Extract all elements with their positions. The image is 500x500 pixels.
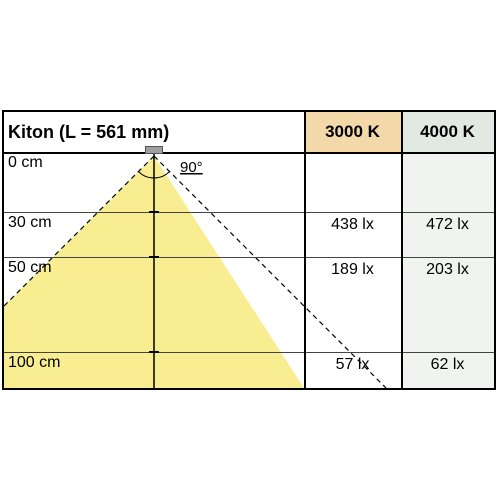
row-label: 0 cm xyxy=(8,154,43,172)
cell: 203 lx xyxy=(401,261,494,279)
row-label: 100 cm xyxy=(8,354,60,372)
light-fixture-icon xyxy=(145,146,163,154)
cell: 472 lx xyxy=(401,216,494,234)
grid-v xyxy=(401,112,403,388)
column-header-4000k: 4000 K xyxy=(401,112,494,152)
axis-tick xyxy=(149,211,159,213)
grid-h xyxy=(4,152,494,154)
grid-v xyxy=(304,112,306,388)
cell: 62 lx xyxy=(401,356,494,374)
svg-text:90°: 90° xyxy=(180,159,203,176)
cell: 57 lx xyxy=(304,356,401,374)
cell: 189 lx xyxy=(304,261,401,279)
grid-h xyxy=(4,257,494,258)
grid-h xyxy=(4,352,494,353)
row-label: 50 cm xyxy=(8,259,52,277)
axis-tick xyxy=(149,256,159,258)
lux-table: 90° Kiton (L = 561 mm) 3000 K 4000 K 0 c… xyxy=(2,110,496,390)
cell: 438 lx xyxy=(304,216,401,234)
row-label: 30 cm xyxy=(8,214,52,232)
axis-tick xyxy=(149,351,159,353)
grid-h xyxy=(4,212,494,213)
column-header-3000k: 3000 K xyxy=(304,112,401,152)
